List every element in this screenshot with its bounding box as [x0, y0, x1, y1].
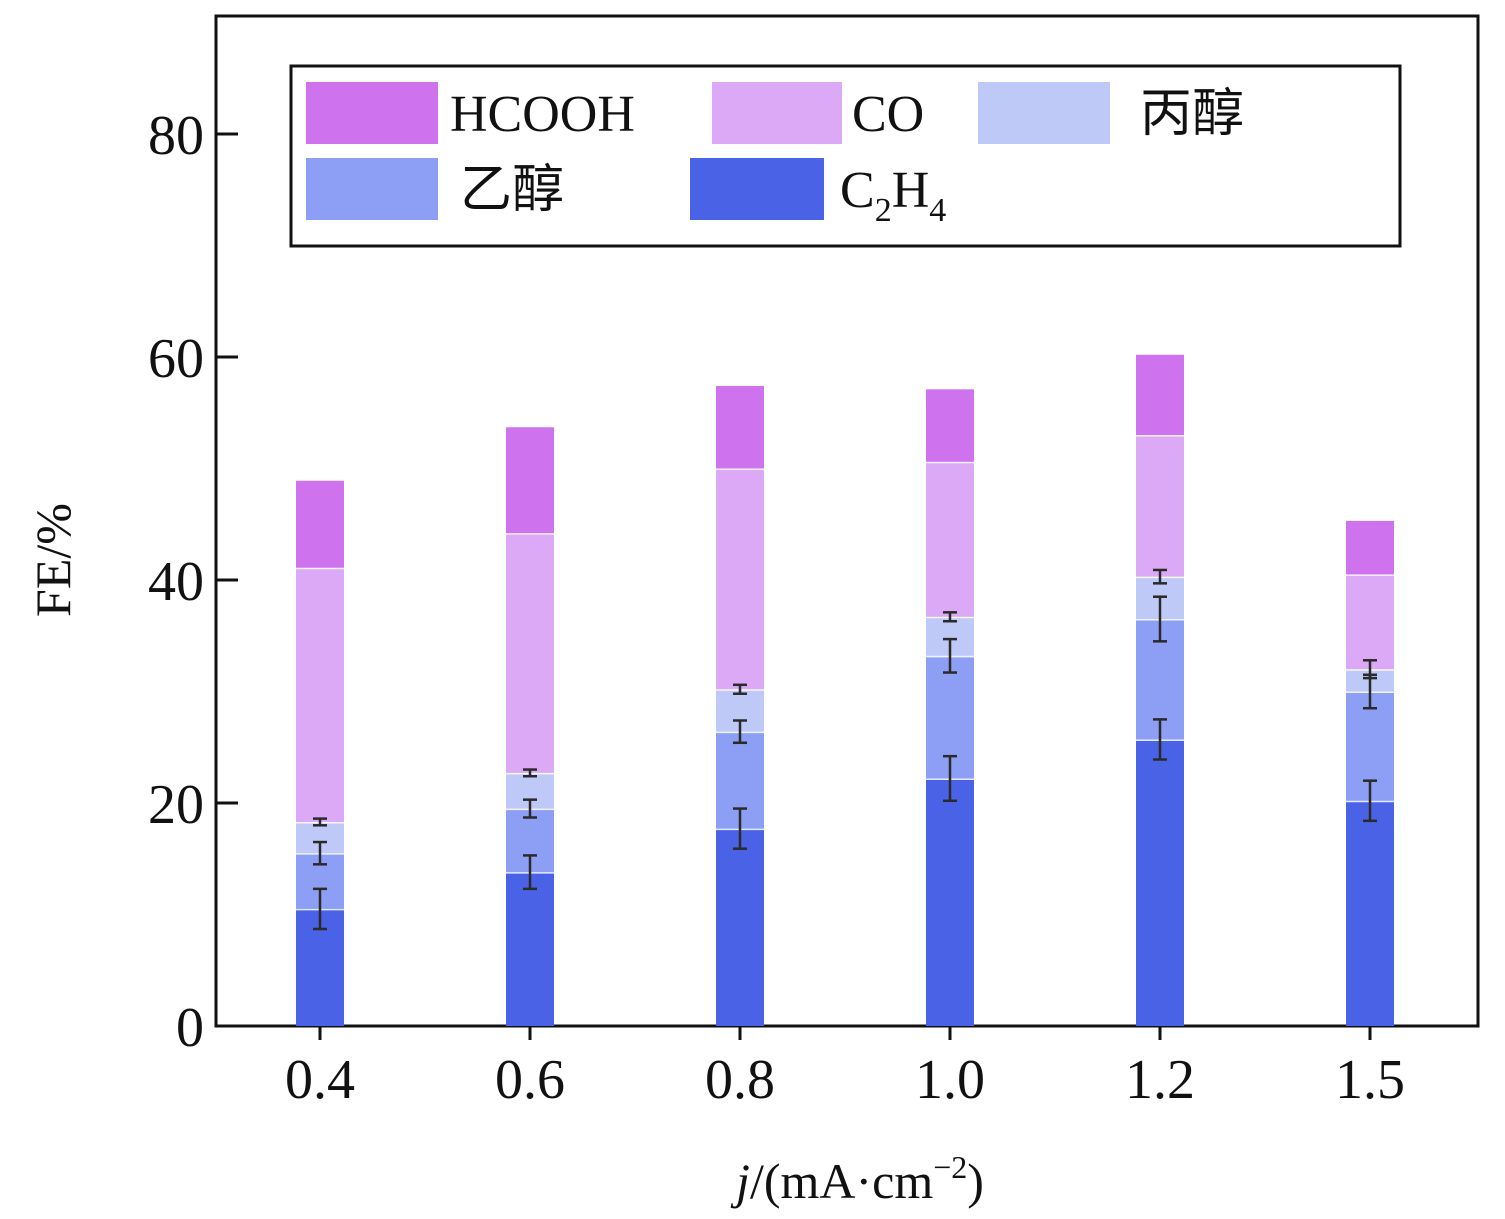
errorbar-C2H4-0.4	[313, 887, 327, 931]
errorbar-C2H4-0.8	[733, 807, 747, 850]
bar-HCOOH-1.2	[1136, 354, 1184, 436]
bar-CO-1.2	[1136, 435, 1184, 577]
legend-label-c2h4-sub2: 4	[929, 192, 946, 229]
legend-label-c2h4-sub1: 2	[875, 192, 892, 229]
x-axis-label-sup: −2	[933, 1149, 967, 1185]
bar-CO-0.4	[296, 567, 344, 822]
y-axis: 0 20 40 60 80	[148, 105, 238, 1059]
bar-CO-1.0	[926, 461, 974, 617]
x-tick-label: 1.5	[1335, 1049, 1405, 1111]
errorbar-C2H4-0.6	[523, 854, 537, 891]
errorbar-乙醇-0.4	[313, 840, 327, 866]
bar-HCOOH-0.4	[296, 480, 344, 568]
y-tick-label: 0	[176, 997, 204, 1059]
errorbar-乙醇-1.2	[1153, 595, 1167, 643]
bars-group	[296, 354, 1394, 1026]
x-tick-label: 0.4	[285, 1049, 355, 1111]
x-axis-label-rest: /(mA·cm	[750, 1153, 933, 1209]
y-tick-label: 60	[148, 328, 204, 390]
legend-swatch-ethanol	[306, 158, 438, 220]
errorbars-group	[313, 568, 1377, 931]
legend-label-co: CO	[852, 86, 924, 143]
bar-CO-0.6	[506, 533, 554, 773]
errorbar-丙醇-1.0	[943, 611, 957, 623]
y-tick-label: 80	[148, 105, 204, 167]
errorbar-丙醇-0.6	[523, 768, 537, 778]
errorbar-丙醇-0.4	[313, 817, 327, 827]
x-axis-label-close: )	[967, 1153, 984, 1209]
errorbar-丙醇-1.5	[1363, 659, 1377, 680]
bar-C2H4-1.2	[1136, 739, 1184, 1026]
errorbar-C2H4-1.5	[1363, 779, 1377, 823]
y-axis-label: FE/%	[25, 503, 81, 617]
bar-HCOOH-1.5	[1346, 520, 1394, 575]
x-axis-label-var: j	[730, 1153, 750, 1209]
legend-label-c2h4-mid: H	[892, 162, 930, 219]
x-tick-label: 1.0	[915, 1049, 985, 1111]
x-axis: 0.4 0.6 0.8 1.0 1.2 1.5	[285, 1026, 1405, 1111]
bar-C2H4-0.8	[716, 828, 764, 1026]
y-tick-label: 20	[148, 774, 204, 836]
legend-swatch-propanol	[978, 82, 1110, 144]
plot-frame	[214, 14, 1480, 1028]
legend-swatch-c2h4	[690, 158, 824, 220]
x-tick-label: 0.8	[705, 1049, 775, 1111]
legend: HCOOH CO 丙醇 乙醇 C2H4	[289, 64, 1402, 248]
errorbar-C2H4-1.0	[943, 754, 957, 803]
errorbar-丙醇-0.8	[733, 683, 747, 695]
bar-CO-1.5	[1346, 574, 1394, 670]
errorbar-乙醇-1.0	[943, 637, 957, 674]
errorbar-丙醇-1.2	[1153, 568, 1167, 585]
x-axis-label: j/(mA·cm−2)	[730, 1149, 984, 1209]
x-tick-label: 0.6	[495, 1049, 565, 1111]
bar-HCOOH-1.0	[926, 389, 974, 462]
y-tick-label: 40	[148, 551, 204, 613]
legend-swatch-co	[712, 82, 842, 144]
errorbar-C2H4-1.2	[1153, 718, 1167, 761]
bar-C2H4-1.0	[926, 778, 974, 1026]
legend-swatch-hcooh	[306, 82, 438, 144]
x-tick-label: 1.2	[1125, 1049, 1195, 1111]
legend-label-hcooh: HCOOH	[450, 86, 635, 143]
legend-label-c2h4-base: C	[840, 162, 875, 219]
bar-C2H4-0.6	[506, 872, 554, 1026]
bar-HCOOH-0.6	[506, 427, 554, 534]
bar-HCOOH-0.8	[716, 385, 764, 469]
legend-label-ethanol: 乙醇	[460, 162, 564, 219]
legend-label-c2h4: C2H4	[840, 162, 946, 229]
legend-label-propanol: 丙醇	[1140, 86, 1244, 143]
errorbar-乙醇-0.8	[733, 719, 747, 745]
bar-C2H4-1.5	[1346, 800, 1394, 1026]
errorbar-乙醇-0.6	[523, 798, 537, 819]
legend-box	[289, 64, 1402, 248]
bar-CO-0.8	[716, 468, 764, 690]
